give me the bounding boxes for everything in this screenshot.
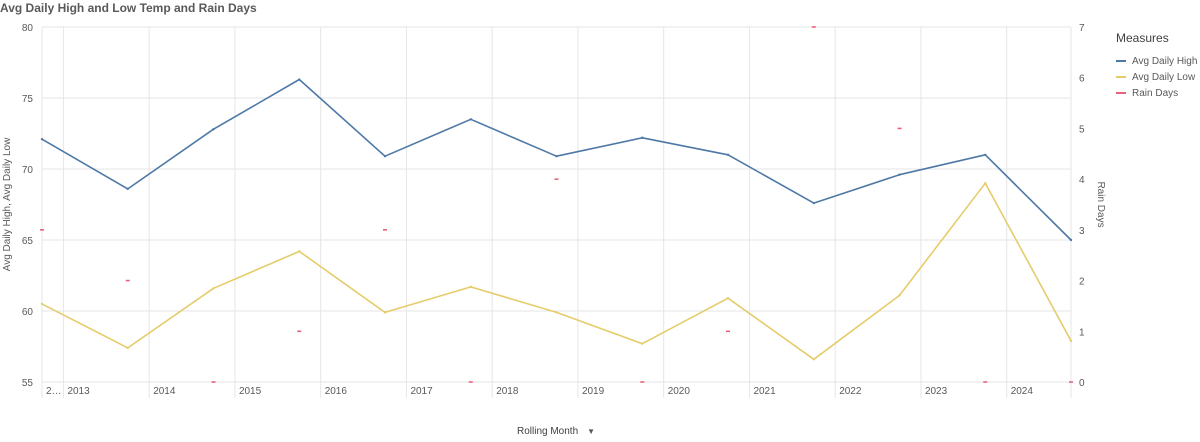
x-tick-label: 2021 [753, 386, 776, 397]
point-avg-daily-high [726, 153, 730, 156]
legend-item-rain-days[interactable]: Rain Days [1116, 85, 1197, 101]
x-tick-label: 2014 [153, 386, 176, 397]
point-avg-daily-low [40, 302, 44, 306]
point-avg-daily-low [298, 250, 301, 253]
point-avg-daily-high [40, 137, 44, 141]
x-tick-label: 2018 [496, 386, 519, 397]
y2-tick-label: 2 [1079, 277, 1085, 288]
series-line-avg-daily-high [41, 78, 1072, 241]
y2-axis-title: Rain Days [1095, 181, 1106, 227]
x-tick-label: 2020 [668, 386, 691, 397]
caret-down-icon[interactable]: ▼ [587, 427, 596, 436]
y2-tick-label: 3 [1079, 226, 1085, 237]
point-avg-daily-high [298, 78, 301, 81]
point-avg-daily-high [984, 153, 987, 156]
y2-tick-label: 1 [1079, 327, 1085, 338]
point-avg-daily-high [555, 155, 558, 158]
legend-swatch-avg-daily-high [1116, 60, 1126, 62]
chart-title: Avg Daily High and Low Temp and Rain Day… [0, 1, 257, 15]
x-tick-label: 2022 [839, 386, 862, 397]
point-avg-daily-low [126, 346, 129, 350]
point-avg-daily-low [812, 358, 815, 361]
series-line-avg-daily-low [41, 182, 1072, 361]
point-avg-daily-low [898, 294, 901, 297]
point-avg-daily-high [641, 136, 644, 139]
x-tick-label: 2015 [239, 386, 262, 397]
point-avg-daily-low [1069, 339, 1073, 343]
dimension-label: Rolling Month [517, 426, 579, 437]
y-tick-label: 60 [22, 307, 34, 318]
legend-swatch-avg-daily-low [1116, 76, 1126, 78]
point-avg-daily-low [555, 311, 558, 314]
point-avg-daily-high [126, 187, 129, 191]
y-tick-label: 65 [22, 236, 34, 247]
x-tick-label: 2… [46, 386, 62, 397]
y-tick-label: 75 [22, 94, 34, 105]
y-tick-label: 70 [22, 165, 34, 176]
legend-item-avg-daily-high[interactable]: Avg Daily High [1116, 53, 1197, 69]
point-avg-daily-low [469, 285, 472, 289]
x-tick-label: 2019 [582, 386, 605, 397]
legend-label-avg-daily-high: Avg Daily High [1132, 55, 1198, 67]
y2-tick-label: 7 [1079, 23, 1085, 34]
point-avg-daily-low [984, 182, 987, 185]
x-tick-label: 2016 [325, 386, 348, 397]
y-tick-label: 55 [22, 378, 34, 389]
x-tick-label: 2023 [925, 386, 948, 397]
point-avg-daily-low [726, 297, 730, 300]
legend-label-avg-daily-low: Avg Daily Low [1132, 71, 1196, 83]
point-avg-daily-low [212, 287, 215, 290]
y2-tick-label: 5 [1079, 124, 1085, 135]
legend-swatch-rain-days [1116, 92, 1126, 94]
point-avg-daily-low [383, 311, 387, 314]
y-tick-label: 80 [22, 23, 34, 34]
x-tick-label: 2017 [410, 386, 433, 397]
legend-label-rain-days: Rain Days [1132, 87, 1179, 99]
point-avg-daily-low [641, 342, 644, 345]
x-tick-label: 2013 [67, 386, 90, 397]
y2-tick-label: 6 [1079, 74, 1085, 85]
y-axis-title: Avg Daily High, Avg Daily Low [2, 137, 13, 271]
legend[interactable]: Measures Avg Daily High Avg Daily Low Ra… [1116, 31, 1197, 101]
dimension-selector[interactable]: Rolling Month ▼ [517, 426, 595, 437]
y2-tick-label: 4 [1079, 175, 1085, 186]
point-avg-daily-high [898, 173, 901, 176]
point-avg-daily-high [812, 201, 815, 205]
point-avg-daily-high [383, 155, 387, 158]
point-avg-daily-high [212, 128, 215, 131]
point-avg-daily-high [469, 118, 472, 121]
x-tick-label: 2024 [1011, 386, 1034, 397]
y2-tick-label: 0 [1079, 378, 1085, 389]
legend-item-avg-daily-low[interactable]: Avg Daily Low [1116, 69, 1197, 85]
point-avg-daily-high [1069, 238, 1073, 242]
legend-title: Measures [1116, 31, 1169, 45]
